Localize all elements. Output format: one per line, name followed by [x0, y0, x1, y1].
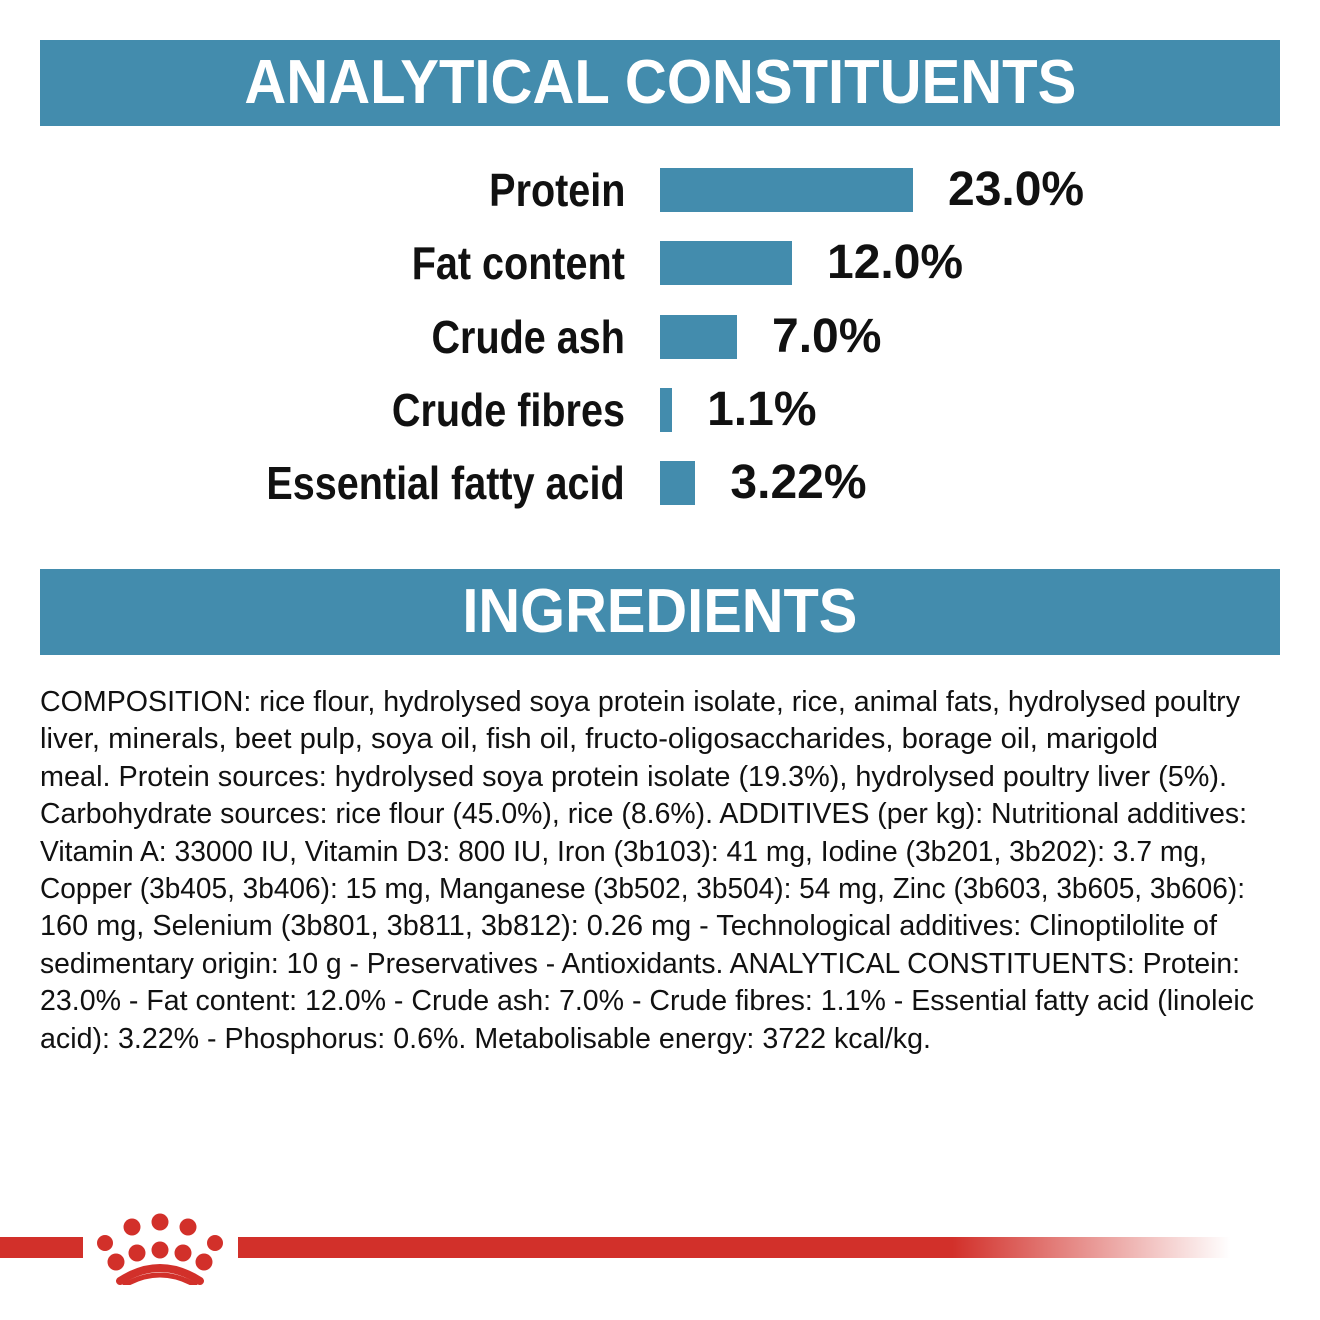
- ingredients-line: liver, minerals, beet pulp, soya oil, fi…: [40, 723, 1158, 756]
- bar-label-text: Fat content: [411, 237, 625, 290]
- bar-label-text: Essential fatty acid: [266, 457, 625, 510]
- bar-row: Crude fibres 1.1%: [0, 383, 1320, 436]
- analytical-constituents-title: ANALYTICAL CONSTITUENTS: [244, 48, 1076, 117]
- bar-row: Crude ash 7.0%: [0, 310, 1320, 363]
- analytical-constituents-header: ANALYTICAL CONSTITUENTS: [40, 40, 1280, 126]
- bar-row: Protein 23.0%: [0, 164, 1320, 217]
- brand-stripe-left: [0, 1237, 83, 1258]
- bar-row: Essential fatty acid 3.22%: [0, 457, 1320, 510]
- bar-value-label: 7.0%: [772, 309, 882, 363]
- brand-stripe-right: [238, 1237, 1230, 1258]
- ingredients-header: INGREDIENTS: [40, 569, 1280, 655]
- bar: [660, 314, 737, 359]
- ingredients-line: Carbohydrate sources: rice flour (45.0%)…: [40, 798, 1247, 831]
- bar-row: Fat content 12.0%: [0, 237, 1320, 290]
- royal-canin-crown-logo: [97, 1213, 223, 1285]
- ingredients-title: INGREDIENTS: [462, 577, 858, 646]
- ingredients-line: 23.0% - Fat content: 12.0% - Crude ash: …: [40, 985, 1254, 1018]
- bar-label-text: Crude fibres: [391, 383, 625, 436]
- bar-value-label: 1.1%: [707, 382, 817, 436]
- ingredients-line: acid): 3.22% - Phosphorus: 0.6%. Metabol…: [40, 1022, 931, 1055]
- bar-label: Crude ash: [400, 311, 625, 363]
- ingredients-line: meal. Protein sources: hydrolysed soya p…: [40, 760, 1227, 793]
- ingredients-text: COMPOSITION: rice flour, hydrolysed soya…: [40, 684, 1286, 1058]
- bar-label: Protein: [467, 164, 625, 216]
- ingredients-line: 160 mg, Selenium (3b801, 3b811, 3b812): …: [40, 910, 1217, 943]
- ingredients-line: Vitamin A: 33000 IU, Vitamin D3: 800 IU,…: [40, 835, 1207, 868]
- ingredients-line: COMPOSITION: rice flour, hydrolysed soya…: [40, 686, 1240, 718]
- bar: [660, 387, 673, 432]
- ingredients-line: Copper (3b405, 3b406): 15 mg, Manganese …: [40, 872, 1245, 905]
- ingredients-line: sedimentary origin: 10 g - Preservatives…: [40, 947, 1240, 980]
- bar-label: Essential fatty acid: [208, 457, 625, 509]
- bar-value-label: 12.0%: [827, 236, 964, 290]
- bar: [660, 168, 913, 212]
- bar: [660, 241, 792, 286]
- bar-label-text: Crude ash: [431, 310, 625, 363]
- bar-label-text: Protein: [488, 164, 625, 216]
- bar: [660, 461, 696, 506]
- bar-value-label: 3.22%: [730, 456, 867, 510]
- bar-label: Fat content: [377, 237, 625, 289]
- bar-value-label: 23.0%: [948, 163, 1085, 216]
- bar-label: Crude fibres: [354, 384, 625, 436]
